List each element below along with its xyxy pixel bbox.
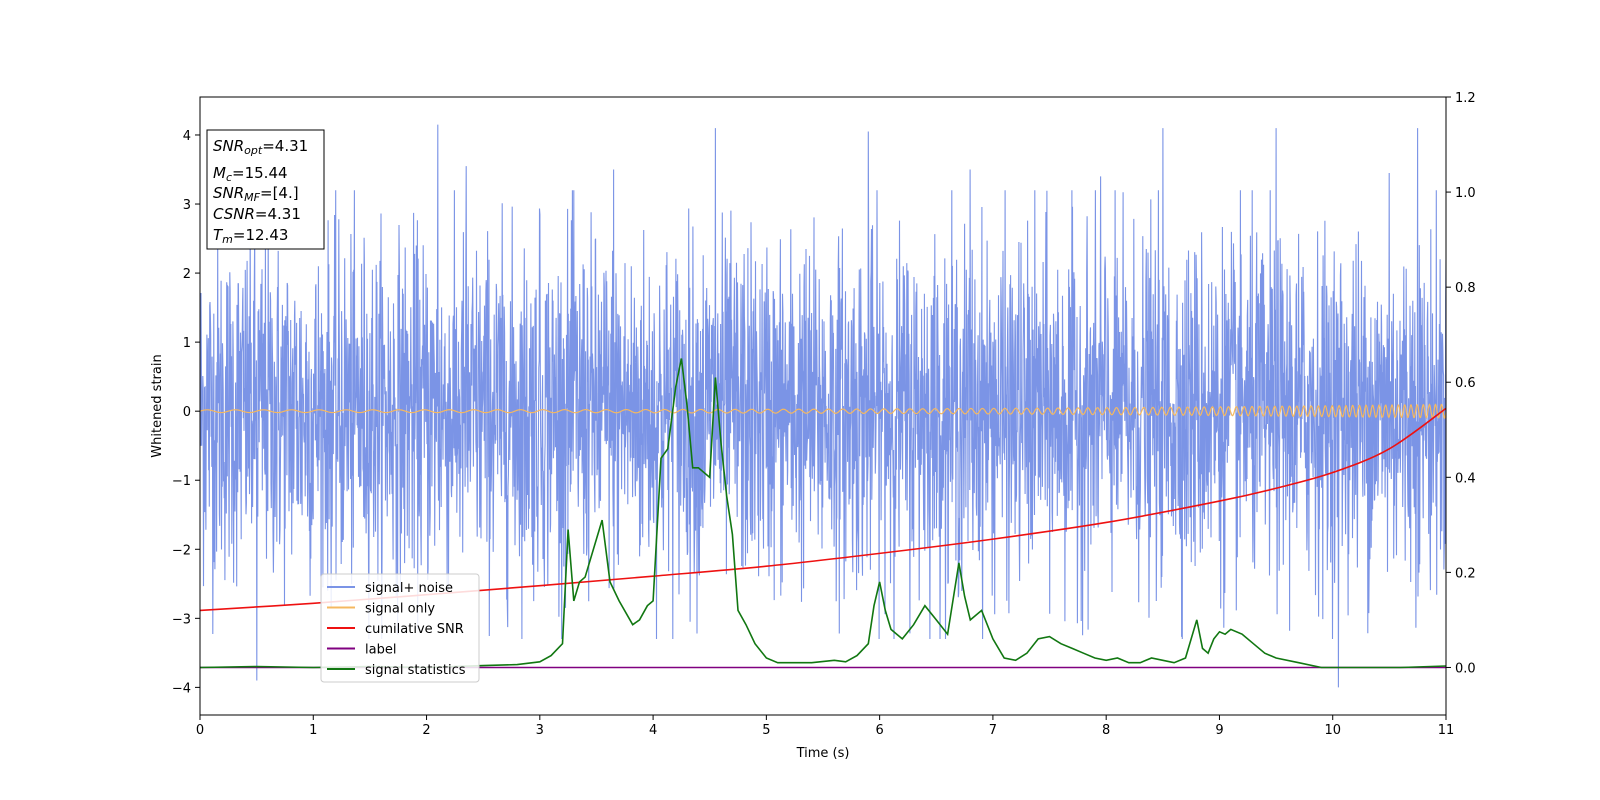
x-tick-label: 2 [422,723,430,738]
x-tick-label: 5 [762,723,770,738]
y2-tick-label: 0.0 [1455,661,1476,676]
y-tick-label: 4 [183,129,191,144]
y2-tick-label: 0.6 [1455,376,1476,391]
x-tick-label: 6 [875,723,883,738]
x-tick-label: 8 [1102,723,1110,738]
series-signal-noise [200,124,1446,688]
stats-line: Tm=12.43 [213,226,288,246]
y2-tick-label: 0.4 [1455,471,1476,486]
x-tick-label: 3 [536,723,544,738]
y-tick-label: −1 [172,474,191,489]
y-tick-label: 3 [183,198,191,213]
y2-tick-label: 1.0 [1455,186,1476,201]
stats-line: SNRopt=4.31 [213,137,308,157]
y-tick-label: 1 [183,336,191,351]
y2-tick-label: 1.2 [1455,91,1476,106]
legend-label-cumilative-snr: cumilative SNR [365,622,464,637]
stats-line: CSNR=4.31 [213,205,301,223]
y-tick-label: −3 [172,612,191,627]
series-signal-statistics [200,358,1446,669]
stats-line: SNRMF=[4.] [213,184,299,204]
legend-label-signal-statistics: signal statistics [365,663,466,678]
y-tick-label: −2 [172,543,191,558]
x-tick-label: 9 [1215,723,1223,738]
ticks-layer: 0 1 2 3 4 5 6 7 8 9 10 11 −4 −3 −2 −1 0 1 2 3 4 0.0 0.2 0.4 0.6 0… [172,91,1476,738]
y-tick-label: −4 [172,681,191,696]
legend-label-signal-only: signal only [365,602,435,617]
stats-line: Mc=15.44 [213,164,288,184]
legend-label-label: label [365,643,396,658]
legend-label-signal-noise: signal+ noise [365,581,453,596]
x-tick-label: 1 [309,723,317,738]
x-tick-label: 4 [649,723,657,738]
y-tick-label: 0 [183,405,191,420]
x-tick-label: 11 [1438,723,1455,738]
series-signal-only [200,403,1446,420]
y2-tick-label: 0.2 [1455,566,1476,581]
x-tick-label: 10 [1324,723,1341,738]
x-axis-label: Time (s) [796,746,850,761]
x-tick-label: 7 [989,723,997,738]
legend: signal+ noise signal only cumilative SNR la… [320,573,480,683]
x-tick-label: 0 [196,723,204,738]
y-axis-label: Whitened strain [150,354,165,457]
y2-tick-label: 0.8 [1455,281,1476,296]
y-tick-label: 2 [183,267,191,282]
plot-frame [199,96,1447,716]
